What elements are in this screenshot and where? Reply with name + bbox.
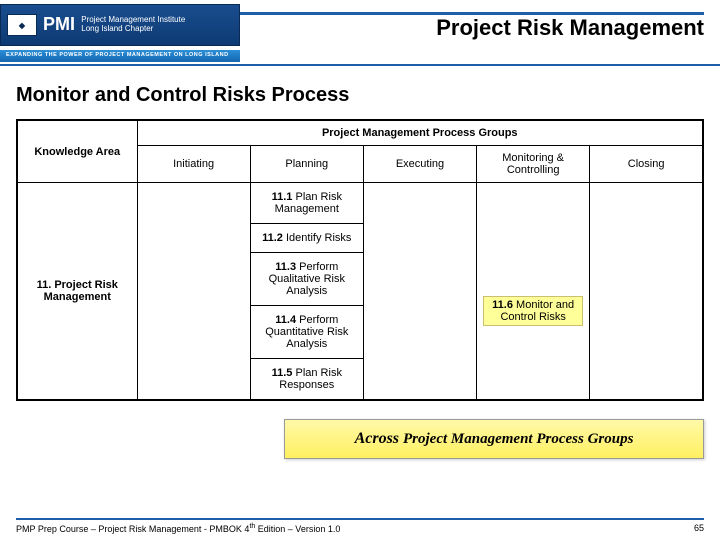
logo-line2: Long Island Chapter <box>81 25 185 34</box>
knowledge-area-header: Knowledge Area <box>17 120 137 183</box>
plan-item-2: 11.2 Identify Risks <box>251 224 363 253</box>
closing-cell <box>590 183 703 401</box>
plan-item-4: 11.4 Perform Quantitative Risk Analysis <box>251 306 363 359</box>
monitoring-highlight: 11.6 Monitor and Control Risks <box>483 296 583 326</box>
col-executing: Executing <box>363 146 476 183</box>
across-rest: Project Management Process Groups <box>403 431 633 447</box>
process-groups-header: Project Management Process Groups <box>137 120 703 146</box>
col-planning: Planning <box>250 146 363 183</box>
logo-acronym: PMI <box>43 15 75 35</box>
initiating-cell <box>137 183 250 401</box>
col-initiating: Initiating <box>137 146 250 183</box>
footer-page-number: 65 <box>694 523 704 534</box>
logo-flag-icon: ◆ <box>7 14 37 36</box>
footer: PMP Prep Course – Project Risk Managemen… <box>16 518 704 534</box>
plan-item-1: 11.1 Plan Risk Management <box>251 183 363 224</box>
process-table: Knowledge Area Project Management Proces… <box>0 115 720 401</box>
footer-left: PMP Prep Course – Project Risk Managemen… <box>16 523 340 534</box>
col-monitoring: Monitoring & Controlling <box>477 146 590 183</box>
plan-item-5: 11.5 Plan Risk Responses <box>251 359 363 399</box>
logo-tagline: EXPANDING THE POWER OF PROJECT MANAGEMEN… <box>0 50 240 62</box>
header: ◆ PMI Project Management Institute Long … <box>0 0 720 50</box>
planning-cell: 11.1 Plan Risk Management 11.2 Identify … <box>250 183 363 401</box>
executing-cell <box>363 183 476 401</box>
across-callout: Across Project Management Process Groups <box>284 419 704 459</box>
col-closing: Closing <box>590 146 703 183</box>
page-title: Project Risk Management <box>240 15 704 41</box>
section-subtitle: Monitor and Control Risks Process <box>0 66 720 115</box>
knowledge-area-cell: 11. Project Risk Management <box>17 183 137 401</box>
plan-item-3: 11.3 Perform Qualitative Risk Analysis <box>251 253 363 306</box>
monitoring-cell: 11.6 Monitor and Control Risks <box>477 183 590 401</box>
across-word: Across <box>355 430 399 447</box>
logo-box: ◆ PMI Project Management Institute Long … <box>0 4 240 46</box>
